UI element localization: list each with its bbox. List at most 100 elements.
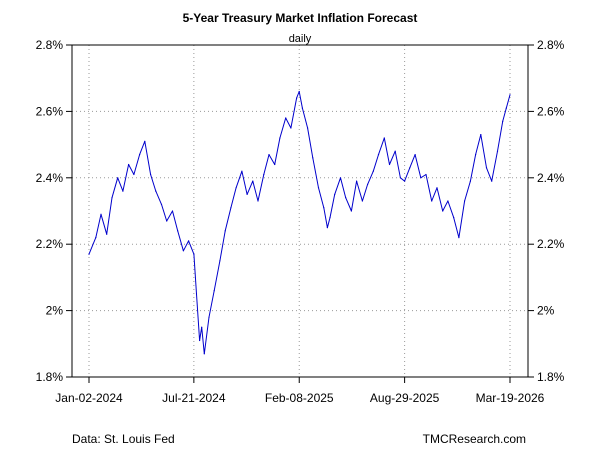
y-tick-label-right: 2.8% [537,38,565,52]
data-point [274,163,276,166]
data-point [491,180,493,182]
data-point [469,180,471,182]
data-point [235,187,237,189]
data-point [431,200,433,202]
data-point [128,163,130,166]
data-point [425,173,427,176]
data-point [475,154,477,156]
data-point [502,120,504,122]
data-point [485,167,488,169]
data-point [111,197,113,199]
data-point [442,210,444,212]
data-point [100,213,102,215]
data-point [377,154,380,156]
y-tick-label-right: 1.8% [537,370,565,384]
y-tick-label-right: 2% [537,304,555,318]
data-point [329,217,331,219]
data-point [166,220,168,222]
data-point [133,173,135,176]
x-tick-label: Mar-19-2026 [476,391,545,405]
data-point [367,183,369,185]
footer-site: TMCResearch.com [423,432,526,446]
data-point [160,203,163,205]
grid-layer [72,45,528,377]
data-point [505,107,507,109]
data-point [279,137,281,139]
data-point [326,227,328,229]
data-point [144,140,146,142]
data-point [298,90,300,93]
data-point [224,230,226,232]
data-point [268,154,270,156]
data-point [464,200,466,202]
data-point [150,173,152,176]
data-point [252,180,254,182]
y-tick-label-left: 2.6% [36,104,64,118]
data-point [208,316,210,318]
chart-title: 5-Year Treasury Market Inflation Forecas… [183,11,418,25]
data-point [404,180,406,182]
data-point [301,107,303,109]
data-point [88,253,90,255]
data-point [95,237,97,239]
data-point [155,190,157,192]
data-point [199,339,201,342]
data-point [509,94,511,96]
data-point [230,207,232,209]
y-tick-label-left: 2.4% [36,171,64,185]
footer-source: Data: St. Louis Fed [72,432,175,446]
data-point [296,97,298,99]
data-point [458,237,460,239]
x-tick-label: Jul-21-2024 [162,391,226,405]
data-point [339,177,342,179]
y-tick-label-left: 2% [46,304,64,318]
data-point [257,200,259,202]
data-point [345,197,347,199]
data-point [188,240,190,242]
axis-layer: Jan-02-2024 Jul-21-2024 Feb-08-2025 Aug-29-… [36,38,565,405]
data-point [317,187,320,189]
data-point [219,260,221,262]
data-point [195,293,198,295]
y-tick-label-right: 2.2% [537,237,565,251]
y-tick-label-right: 2.6% [537,104,565,118]
data-point [372,170,374,172]
y-tick-label-left: 2.8% [36,38,64,52]
data-point [193,253,195,255]
data-point [436,187,438,189]
plot-frame [71,44,529,378]
data-point [213,290,215,292]
data-point [480,134,482,136]
data-point [117,177,119,179]
data-point [496,150,499,152]
data-point [356,180,358,182]
x-tick-label: Jan-02-2024 [55,391,123,405]
x-tick-label: Aug-29-2025 [370,391,440,405]
data-point [409,167,411,169]
data-point [388,163,391,166]
data-point [122,190,124,192]
data-point [447,200,449,202]
data-point [394,150,396,152]
data-point [106,233,108,235]
data-point [285,117,287,119]
data-point [334,193,336,195]
data-point [246,193,248,195]
data-point [290,127,292,129]
x-tick-label: Feb-08-2025 [265,391,334,405]
data-point [323,207,325,209]
data-point [241,170,243,172]
data-point [263,173,265,176]
data-point [177,230,179,232]
y-tick-label-left: 1.8% [36,370,64,384]
chart-subtitle: daily [289,33,312,45]
y-tick-label-left: 2.2% [36,237,64,251]
y-tick-label-right: 2.4% [537,171,565,185]
data-point [420,177,422,179]
series-layer [88,90,511,355]
data-point [203,353,205,355]
data-point [383,137,385,139]
data-point [453,217,455,219]
